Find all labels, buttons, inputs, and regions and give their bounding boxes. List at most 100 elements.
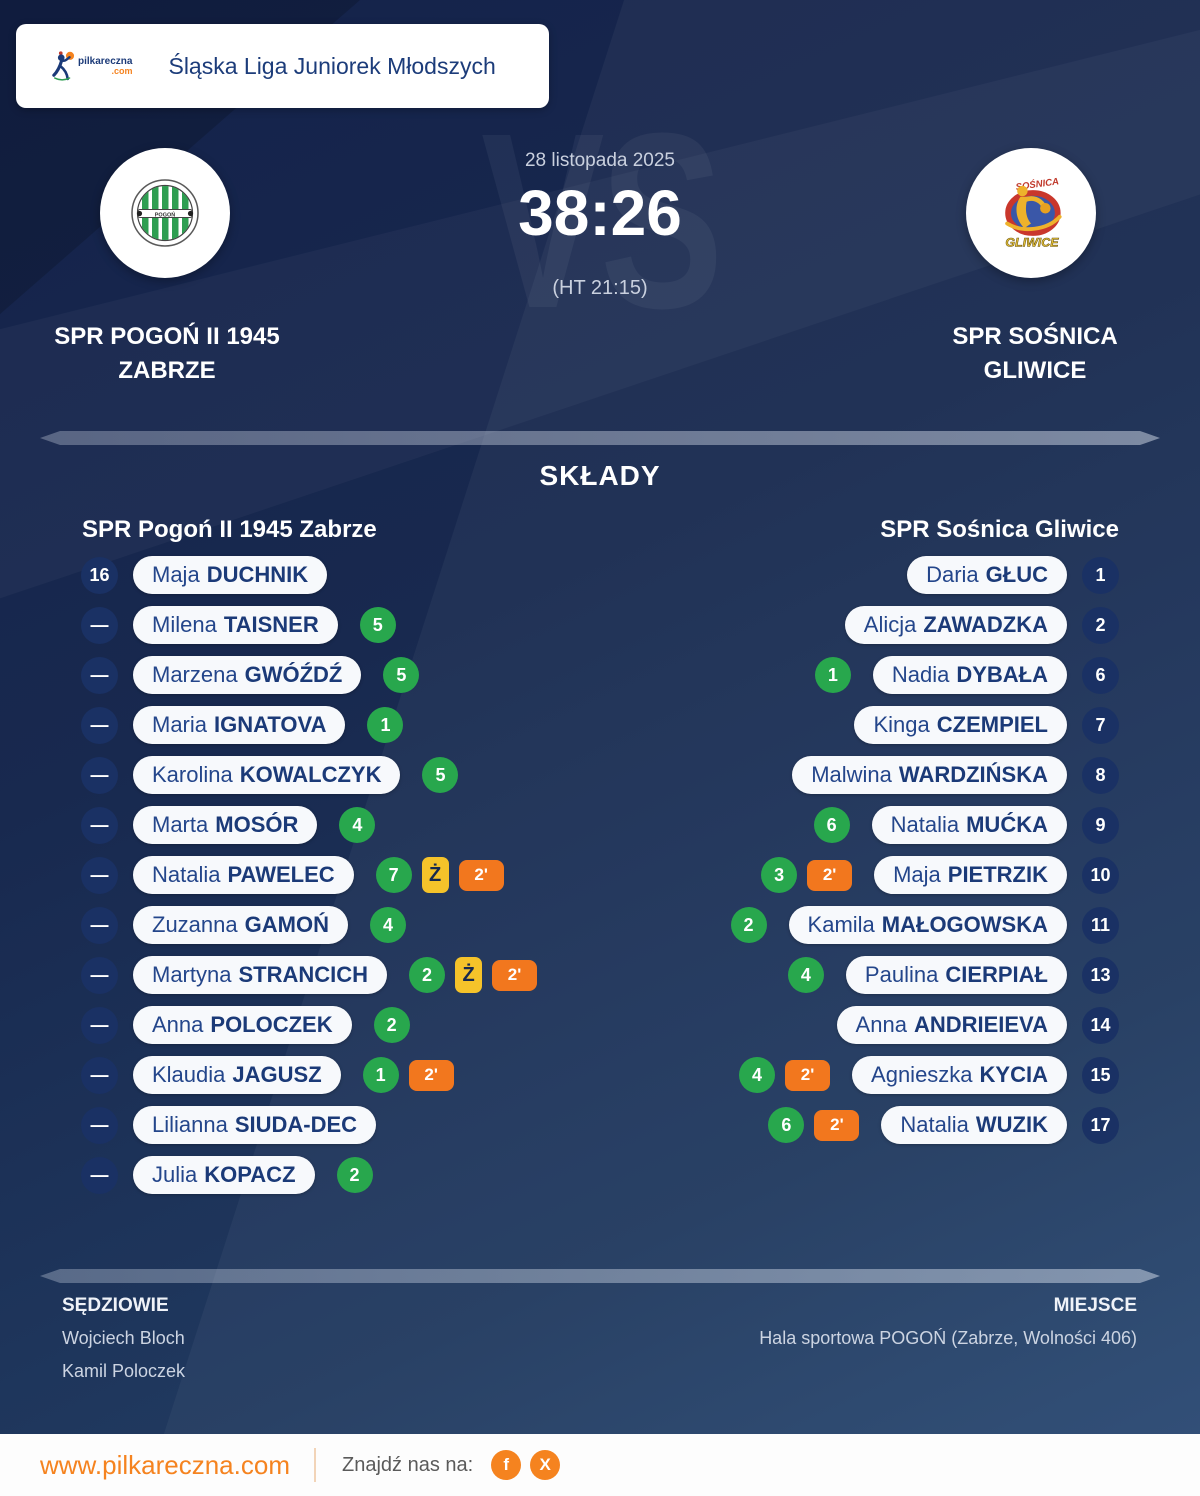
home-team-name-line2: ZABRZE: [118, 357, 216, 384]
goals-badge: 4: [787, 957, 824, 993]
player-number-badge: 17: [1082, 1106, 1119, 1144]
x-twitter-icon[interactable]: X: [530, 1450, 561, 1480]
referee-name: Kamil Poloczek: [62, 1361, 186, 1381]
goals-badge: 1: [367, 707, 404, 743]
goals-badge: 5: [383, 657, 420, 693]
player-name-pill: Natalia MUĆKA: [871, 806, 1067, 844]
home-team-logo: POGOŃ: [100, 148, 230, 278]
svg-text:GLIWICE: GLIWICE: [1005, 235, 1059, 249]
player-first-name: Natalia: [152, 862, 221, 887]
referees-label: SĘDZIOWIE: [62, 1295, 169, 1316]
player-last-name: DUCHNIK: [206, 562, 309, 587]
website-link[interactable]: www.pilkareczna.com: [40, 1449, 290, 1480]
player-number-badge: —: [81, 1106, 118, 1144]
goals-badge: 4: [739, 1057, 776, 1093]
player-number-badge: —: [81, 606, 118, 644]
player-name-pill: Paulina CIERPIAŁ: [845, 956, 1067, 994]
two-minute-suspension-badge: 2': [785, 1059, 831, 1091]
player-first-name: Nadia: [891, 662, 950, 687]
player-row: — Julia KOPACZ 2: [81, 1150, 383, 1200]
home-lineup-header: SPR Pogoń II 1945 Zabrze: [82, 516, 377, 543]
player-number-badge: 1: [1082, 556, 1119, 594]
pogon-zabrze-crest-icon: POGOŃ: [131, 179, 199, 247]
player-number-badge: —: [81, 806, 118, 844]
player-name-pill: Klaudia JAGUSZ: [133, 1056, 341, 1094]
player-number-badge: 14: [1082, 1006, 1119, 1044]
player-name-pill: Maja PIETRZIK: [874, 856, 1067, 894]
player-first-name: Paulina: [864, 962, 939, 987]
player-name-pill: Lilianna SIUDA-DEC: [133, 1106, 377, 1144]
player-last-name: JAGUSZ: [232, 1062, 322, 1087]
vs-watermark: VS: [481, 81, 723, 360]
player-row: 4 2' Agnieszka KYCIA 15: [739, 1050, 1119, 1100]
svg-text:POGOŃ: POGOŃ: [155, 211, 176, 219]
player-row: — Natalia PAWELEC 7 Ż 2': [81, 850, 514, 900]
player-name-pill: Milena TAISNER: [133, 606, 338, 644]
away-lineup-header: SPR Sośnica Gliwice: [880, 516, 1119, 543]
home-players-list: 16 Maja DUCHNIK — Milena TAISNER 5 — Marzena GWÓŹ…: [81, 550, 547, 1200]
away-team-name: SPR SOŚNICA GLIWICE: [868, 320, 1200, 388]
player-name-pill: Karolina KOWALCZYK: [133, 756, 401, 794]
player-last-name: MAŁOGOWSKA: [881, 912, 1048, 937]
goals-badge: 1: [362, 1057, 399, 1093]
player-number-badge: —: [81, 956, 118, 994]
logo-name: pilkareczna: [78, 55, 133, 67]
referee-name: Wojciech Bloch: [62, 1328, 185, 1348]
player-number-badge: —: [81, 1056, 118, 1094]
player-row: Daria GŁUC 1: [895, 550, 1119, 600]
player-name-pill: Martyna STRANCICH: [133, 956, 388, 994]
player-name-pill: Zuzanna GAMOŃ: [133, 906, 348, 944]
venue-value: Hala sportowa POGOŃ (Zabrze, Wolności 40…: [759, 1328, 1137, 1348]
player-last-name: MUĆKA: [966, 812, 1048, 837]
player-row: 6 2' Natalia WUZIK 17: [768, 1100, 1119, 1150]
player-name-pill: Natalia WUZIK: [881, 1106, 1067, 1144]
player-last-name: PAWELEC: [227, 862, 335, 887]
facebook-icon[interactable]: f: [491, 1450, 522, 1480]
player-row: 2 Kamila MAŁOGOWSKA 11: [730, 900, 1119, 950]
handball-player-icon: [52, 51, 75, 81]
goals-badge: 5: [422, 757, 459, 793]
player-name-pill: Anna POLOCZEK: [133, 1006, 352, 1044]
player-row: — Martyna STRANCICH 2 Ż 2': [81, 950, 547, 1000]
player-last-name: POLOCZEK: [210, 1012, 333, 1037]
sosnica-gliwice-crest-icon: SOŚNICA GLIWICE: [1005, 175, 1062, 250]
player-row: 4 Paulina CIERPIAŁ 13: [787, 950, 1119, 1000]
player-row: — Anna POLOCZEK 2: [81, 1000, 420, 1050]
player-last-name: GAMOŃ: [244, 912, 329, 937]
player-last-name: PIETRZIK: [947, 862, 1048, 887]
two-minute-suspension-badge: 2': [814, 1109, 860, 1141]
goals-badge: 7: [375, 857, 412, 893]
player-last-name: ANDRIEIEVA: [913, 1012, 1048, 1037]
player-row: — Marzena GWÓŹDŹ 5: [81, 650, 429, 700]
goals-badge: 5: [359, 607, 396, 643]
league-header-card[interactable]: pilkareczna .com Śląska Liga Juniorek Mł…: [16, 24, 549, 108]
player-first-name: Klaudia: [152, 1062, 226, 1087]
section-divider-top: [40, 431, 1160, 445]
player-number-badge: —: [81, 1156, 118, 1194]
player-last-name: CIERPIAŁ: [945, 962, 1048, 987]
player-last-name: GŁUC: [985, 562, 1048, 587]
player-name-pill: Alicja ZAWADZKA: [844, 606, 1067, 644]
goals-badge: 3: [761, 857, 798, 893]
player-row: 6 Natalia MUĆKA 9: [813, 800, 1119, 850]
player-row: — Milena TAISNER 5: [81, 600, 406, 650]
player-row: Malwina WARDZIŃSKA 8: [780, 750, 1119, 800]
player-first-name: Maja: [152, 562, 200, 587]
player-row: — Marta MOSÓR 4: [81, 800, 385, 850]
venue-label: MIEJSCE: [1053, 1295, 1137, 1316]
player-number-badge: 2: [1082, 606, 1119, 644]
player-row: — Klaudia JAGUSZ 1 2': [81, 1050, 464, 1100]
player-number-badge: 11: [1082, 906, 1119, 944]
player-name-pill: Nadia DYBAŁA: [872, 656, 1067, 694]
player-first-name: Agnieszka: [871, 1062, 973, 1087]
player-last-name: DYBAŁA: [956, 662, 1048, 687]
player-last-name: IGNATOVA: [214, 712, 327, 737]
goals-badge: 4: [339, 807, 376, 843]
pilkareczna-wordmark: pilkareczna .com: [78, 55, 133, 76]
player-row: — Karolina KOWALCZYK 5: [81, 750, 468, 800]
goals-badge: 1: [814, 657, 851, 693]
league-title: Śląska Liga Juniorek Młodszych: [168, 52, 496, 79]
player-name-pill: Marzena GWÓŹDŹ: [133, 656, 362, 694]
player-number-badge: 10: [1082, 856, 1119, 894]
